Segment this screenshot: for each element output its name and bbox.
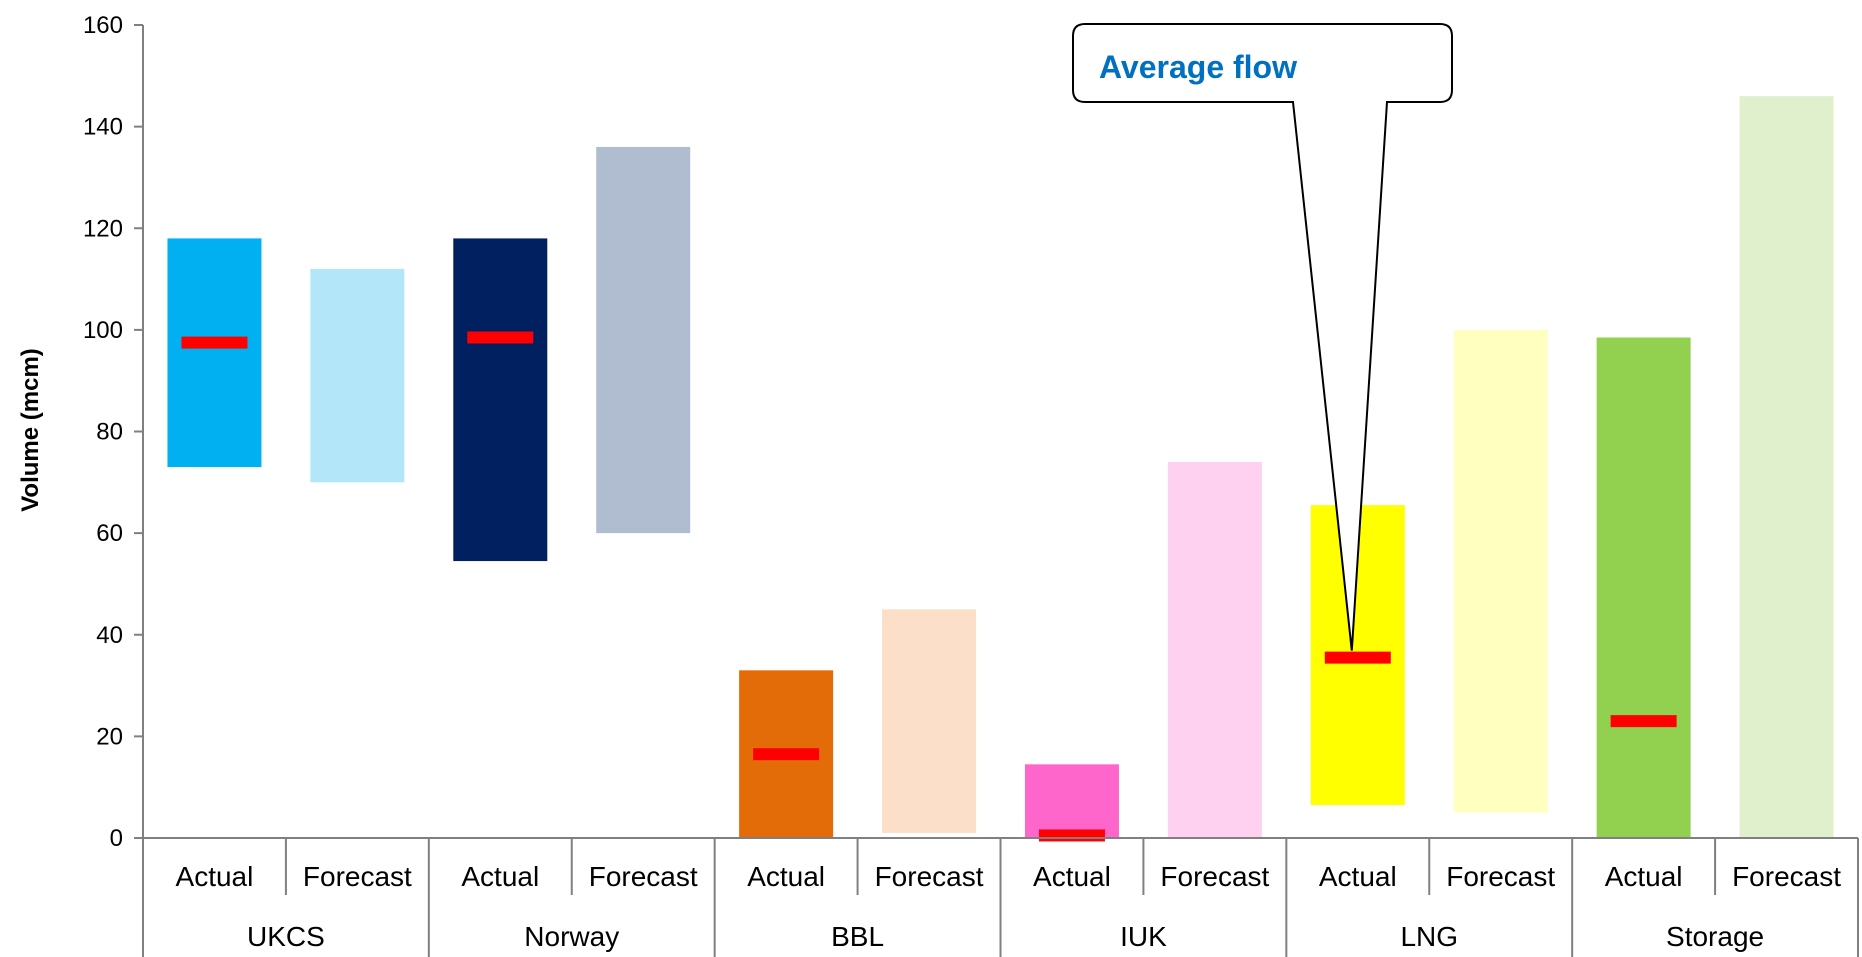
bar-lng-forecast [1453, 329, 1548, 813]
subcategory-label: Actual [747, 861, 825, 892]
y-tick-label: 60 [96, 520, 123, 547]
subcategory-label: Actual [1033, 861, 1111, 892]
average-flow-callout: Average flow [1072, 23, 1453, 651]
group-label-iuk: IUK [1120, 921, 1167, 952]
average-marker-lng [1324, 651, 1391, 664]
average-marker-ukcs [181, 336, 248, 349]
callout-label: Average flow [1099, 49, 1297, 85]
bar-bbl-forecast [882, 609, 977, 833]
average-marker-iuk [1038, 829, 1105, 842]
subcategory-label: Forecast [589, 861, 698, 892]
bar-norway-actual [453, 238, 548, 562]
group-label-ukcs: UKCS [247, 921, 325, 952]
bar-ukcs-forecast [310, 268, 405, 483]
subcategory-label: Forecast [1160, 861, 1269, 892]
average-marker-bbl [753, 748, 820, 761]
average-marker-storage [1610, 715, 1677, 728]
subcategory-label: Actual [176, 861, 254, 892]
subcategory-label: Forecast [875, 861, 984, 892]
range-bars [167, 96, 1834, 838]
y-tick-label: 20 [96, 723, 123, 750]
y-tick-label: 160 [83, 12, 123, 39]
bar-iuk-forecast [1167, 461, 1262, 838]
y-tick-label: 100 [83, 317, 123, 344]
x-axis: UKCS Norway BBL IUK LNG Storage Actual Forecast… [142, 837, 1859, 957]
y-tick-label: 40 [96, 622, 123, 649]
callout-box [1072, 23, 1453, 651]
y-tick-label: 80 [96, 419, 123, 446]
y-axis-title: Volume (mcm) [17, 348, 44, 512]
subcategory-label: Forecast [1446, 861, 1555, 892]
bar-norway-forecast [596, 146, 691, 534]
subcategory-label: Actual [1605, 861, 1683, 892]
subcategory-label: Actual [461, 861, 539, 892]
subcategory-label: Forecast [303, 861, 412, 892]
group-label-lng: LNG [1400, 921, 1458, 952]
bar-iuk-actual [1024, 764, 1119, 838]
bar-storage-forecast [1739, 96, 1834, 838]
group-label-norway: Norway [524, 921, 619, 952]
group-label-bbl: BBL [831, 921, 884, 952]
average-markers [181, 331, 1677, 842]
group-label-storage: Storage [1666, 921, 1764, 952]
y-axis: 0 20 40 60 80 100 120 140 160 [83, 12, 144, 852]
y-tick-label: 120 [83, 215, 123, 242]
y-tick-label: 140 [83, 114, 123, 141]
y-tick-label: 0 [110, 825, 123, 852]
subcategory-label: Actual [1319, 861, 1397, 892]
bar-storage-actual [1596, 337, 1691, 838]
average-marker-norway [467, 331, 534, 344]
bar-ukcs-actual [167, 238, 262, 468]
subcategory-label: Forecast [1732, 861, 1841, 892]
